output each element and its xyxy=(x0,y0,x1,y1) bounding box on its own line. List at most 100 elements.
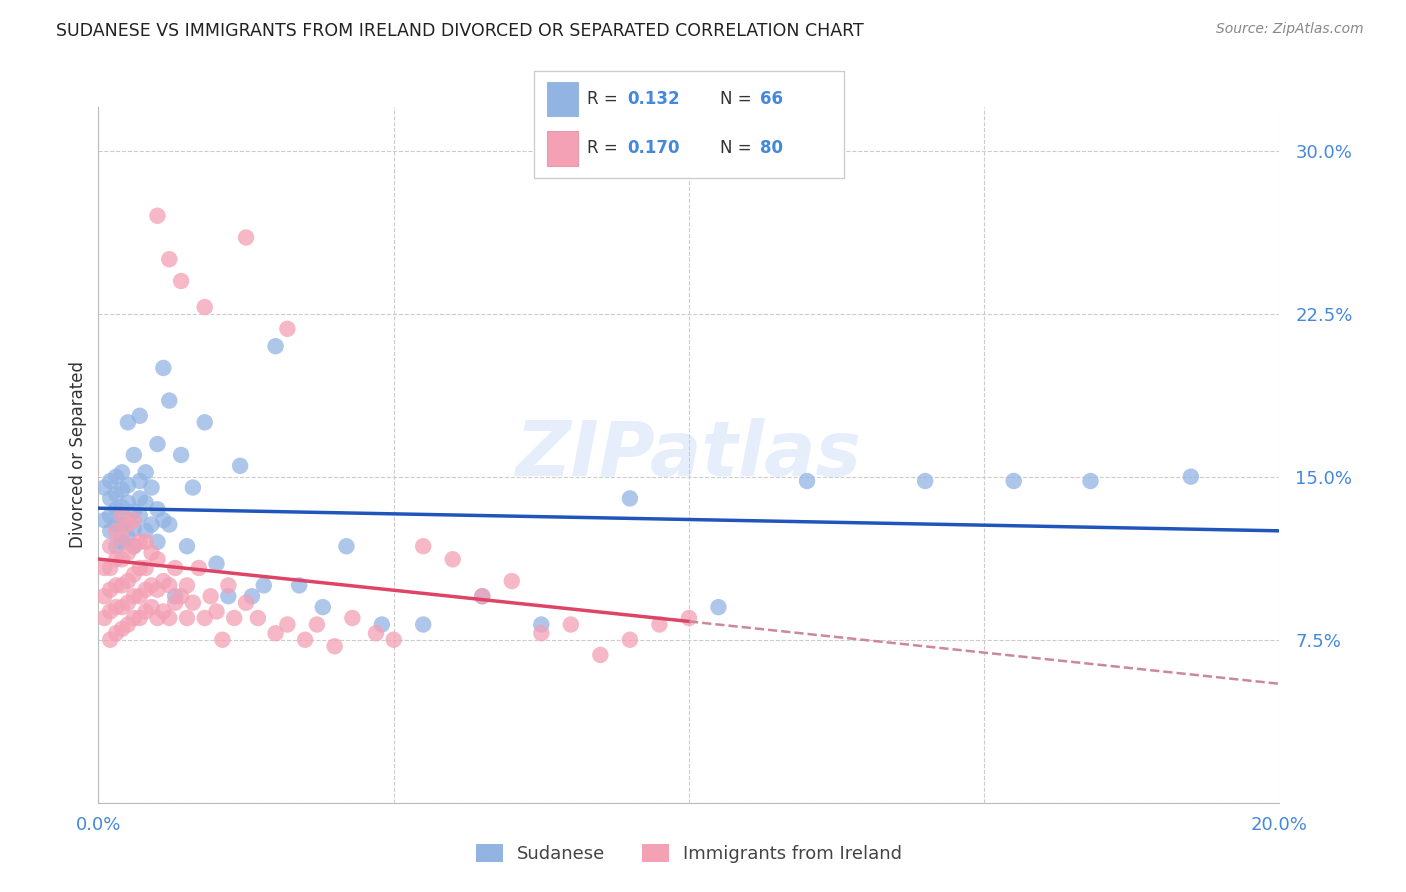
Point xyxy=(796,474,818,488)
Point xyxy=(98,561,121,575)
Point xyxy=(181,481,204,495)
Text: R =: R = xyxy=(586,90,623,108)
Point xyxy=(194,415,217,429)
Point xyxy=(342,611,364,625)
Point xyxy=(122,539,145,553)
Point xyxy=(141,600,163,615)
Point xyxy=(501,574,523,588)
Point xyxy=(276,322,298,336)
Point xyxy=(111,535,134,549)
Point xyxy=(98,474,121,488)
Point xyxy=(146,437,169,451)
Point xyxy=(194,300,217,314)
Point xyxy=(157,611,180,625)
Point xyxy=(128,508,150,523)
Point xyxy=(135,466,157,480)
Point xyxy=(117,617,139,632)
Point xyxy=(152,605,174,619)
Text: ZIPatlas: ZIPatlas xyxy=(516,418,862,491)
Point xyxy=(128,474,150,488)
Point xyxy=(187,561,209,575)
Point xyxy=(141,546,163,560)
Point xyxy=(117,596,139,610)
Text: R =: R = xyxy=(586,139,623,157)
Point xyxy=(98,539,121,553)
Point xyxy=(111,531,134,545)
Point xyxy=(146,209,169,223)
Point xyxy=(98,508,121,523)
Point xyxy=(323,639,346,653)
Point xyxy=(264,626,287,640)
Point xyxy=(471,589,494,603)
Point xyxy=(122,589,145,603)
Y-axis label: Divorced or Separated: Divorced or Separated xyxy=(69,361,87,549)
Point xyxy=(146,552,169,566)
Point xyxy=(235,596,257,610)
Point xyxy=(128,491,150,506)
Point xyxy=(165,589,187,603)
Point xyxy=(276,617,298,632)
Text: N =: N = xyxy=(720,90,756,108)
Point xyxy=(98,524,121,538)
Point xyxy=(122,513,145,527)
Point xyxy=(111,483,134,497)
Point xyxy=(111,578,134,592)
Point xyxy=(135,524,157,538)
Point xyxy=(135,535,157,549)
Point xyxy=(98,582,121,597)
Point xyxy=(217,589,239,603)
Point xyxy=(471,589,494,603)
Point xyxy=(648,617,671,632)
Point xyxy=(205,605,228,619)
Text: N =: N = xyxy=(720,139,756,157)
Text: 66: 66 xyxy=(761,90,783,108)
Point xyxy=(294,632,316,647)
Point xyxy=(105,524,128,538)
Point xyxy=(560,617,582,632)
Point xyxy=(93,513,115,527)
Point xyxy=(165,561,187,575)
Point xyxy=(146,582,169,597)
Point xyxy=(105,502,128,516)
Point xyxy=(1080,474,1102,488)
Point xyxy=(93,589,115,603)
Point xyxy=(141,517,163,532)
Point xyxy=(176,578,198,592)
Point xyxy=(117,496,139,510)
Point xyxy=(288,578,311,592)
Point xyxy=(111,622,134,636)
Point xyxy=(181,596,204,610)
Point xyxy=(146,611,169,625)
Point xyxy=(105,487,128,501)
Point xyxy=(135,561,157,575)
Point xyxy=(122,539,145,553)
Point xyxy=(619,491,641,506)
Point xyxy=(105,517,128,532)
Point xyxy=(364,626,387,640)
Point xyxy=(111,500,134,514)
Point xyxy=(122,448,145,462)
Point xyxy=(619,632,641,647)
Point xyxy=(122,567,145,582)
Point xyxy=(128,611,150,625)
Point xyxy=(246,611,269,625)
Point xyxy=(128,561,150,575)
Point xyxy=(111,466,134,480)
Legend: Sudanese, Immigrants from Ireland: Sudanese, Immigrants from Ireland xyxy=(468,837,910,871)
Point xyxy=(157,517,180,532)
Text: 0.132: 0.132 xyxy=(627,90,679,108)
Point xyxy=(122,504,145,518)
Point xyxy=(157,252,180,267)
Point xyxy=(253,578,276,592)
Point xyxy=(105,539,128,553)
Point xyxy=(117,574,139,588)
Point xyxy=(105,578,128,592)
Point xyxy=(105,552,128,566)
Point xyxy=(122,522,145,536)
Point xyxy=(530,617,553,632)
Point xyxy=(105,469,128,483)
Point xyxy=(128,535,150,549)
Point xyxy=(412,617,434,632)
Point xyxy=(176,611,198,625)
Point xyxy=(707,600,730,615)
